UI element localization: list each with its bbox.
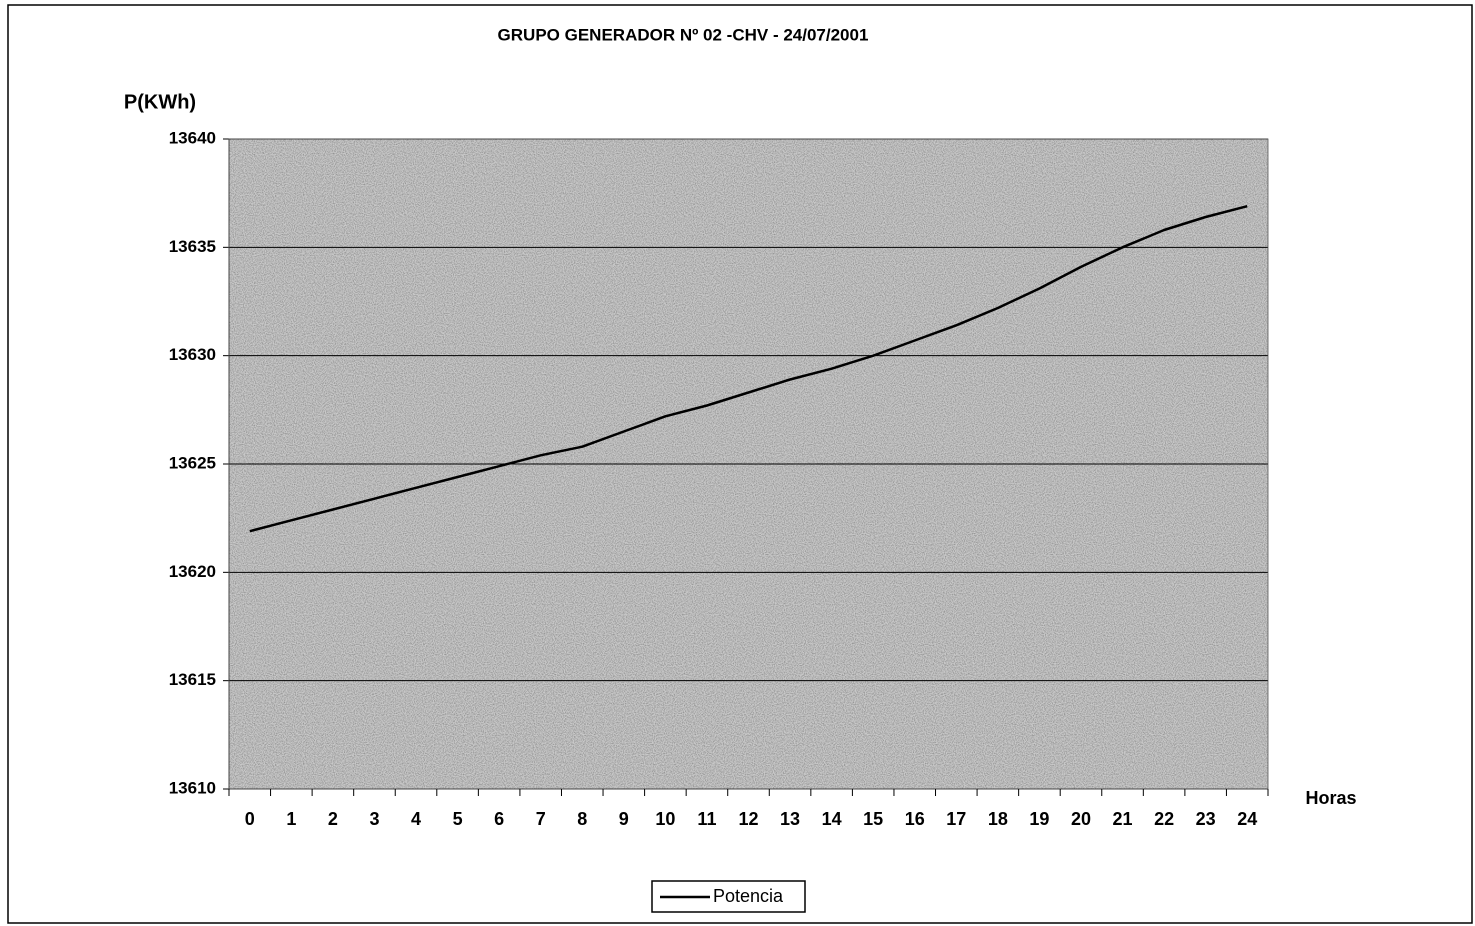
y-tick-label: 13620 — [169, 562, 216, 581]
x-tick-label: 23 — [1196, 809, 1216, 829]
legend-label: Potencia — [713, 886, 784, 906]
x-tick-label: 8 — [577, 809, 587, 829]
y-tick-label: 13630 — [169, 345, 216, 364]
x-axis-label: Horas — [1305, 788, 1356, 808]
x-tick-label: 16 — [905, 809, 925, 829]
chart-title: GRUPO GENERADOR Nº 02 -CHV - 24/07/2001 — [498, 25, 869, 44]
x-tick-label: 6 — [494, 809, 504, 829]
y-tick-label: 13640 — [169, 128, 216, 147]
x-tick-label: 2 — [328, 809, 338, 829]
x-tick-label: 9 — [619, 809, 629, 829]
y-tick-label: 13615 — [169, 670, 216, 689]
y-tick-label: 13635 — [169, 237, 216, 256]
legend: Potencia — [651, 880, 806, 913]
x-tick-label: 11 — [697, 809, 716, 829]
x-tick-label: 1 — [286, 809, 296, 829]
y-axis-label: P(KWh) — [124, 91, 196, 113]
x-tick-label: 22 — [1154, 809, 1174, 829]
x-tick-label: 18 — [988, 809, 1008, 829]
x-tick-label: 20 — [1071, 809, 1091, 829]
x-tick-label: 4 — [411, 809, 421, 829]
x-tick-label: 3 — [369, 809, 379, 829]
x-tick-label: 19 — [1029, 809, 1049, 829]
x-tick-label: 12 — [738, 809, 758, 829]
x-tick-label: 7 — [536, 809, 546, 829]
x-tick-label: 5 — [453, 809, 463, 829]
x-tick-label: 24 — [1237, 809, 1257, 829]
x-tick-label: 15 — [863, 809, 883, 829]
x-tick-label: 21 — [1113, 809, 1133, 829]
line-series — [249, 204, 1248, 533]
x-tick-label: 14 — [822, 809, 842, 829]
x-tick-label: 10 — [655, 809, 675, 829]
x-tick-label: 13 — [780, 809, 800, 829]
plot-frame — [228, 138, 1269, 790]
y-tick-label: 13625 — [169, 453, 216, 472]
x-tick-label: 0 — [245, 809, 255, 829]
y-tick-label: 13610 — [169, 778, 216, 797]
x-tick-label: 17 — [946, 809, 966, 829]
legend-box — [651, 880, 806, 913]
